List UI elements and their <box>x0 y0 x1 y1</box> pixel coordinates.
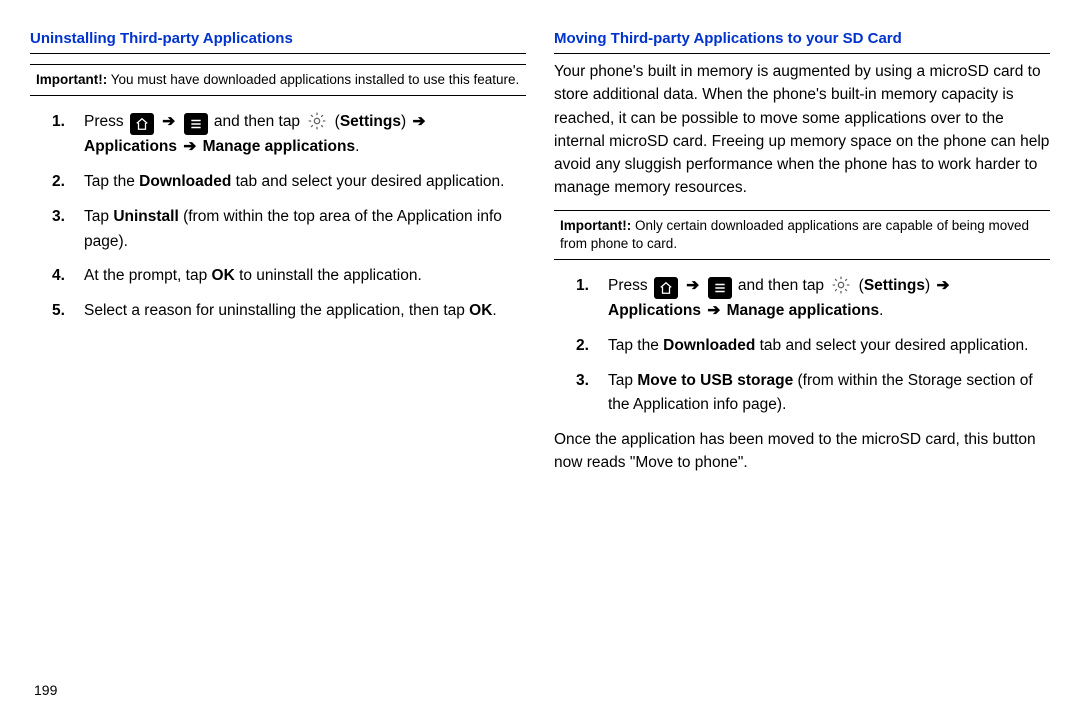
text: Tap the <box>84 173 139 190</box>
step-2: Tap the Downloaded tab and select your d… <box>554 334 1050 359</box>
step-1: Press ➔ and then tap (Settings) ➔ Applic… <box>554 274 1050 324</box>
ok-label: OK <box>469 302 492 319</box>
manage-label: Manage applications <box>198 138 355 155</box>
gear-icon <box>830 274 852 296</box>
ok-label: OK <box>212 267 235 284</box>
text: ) <box>925 277 934 294</box>
downloaded-label: Downloaded <box>663 337 755 354</box>
text: Press <box>608 277 652 294</box>
move-usb-label: Move to USB storage <box>637 372 793 389</box>
text: Tap <box>84 208 113 225</box>
arrow-icon: ➔ <box>936 277 949 294</box>
right-outro: Once the application has been moved to t… <box>554 428 1050 475</box>
text: and then tap <box>210 113 305 130</box>
right-heading: Moving Third-party Applications to your … <box>554 30 1050 54</box>
step-1: Press ➔ and then tap (Settings) ➔ Applic… <box>30 110 526 160</box>
apps-label: Applications <box>608 302 705 319</box>
manage-label: Manage applications <box>722 302 879 319</box>
right-intro: Your phone's built in memory is augmente… <box>554 60 1050 200</box>
text: At the prompt, tap <box>84 267 212 284</box>
text: tab and select your desired application. <box>755 337 1028 354</box>
arrow-icon: ➔ <box>412 113 425 130</box>
right-column: Moving Third-party Applications to your … <box>554 30 1050 710</box>
important-text: Only certain downloaded applications are… <box>560 218 1029 251</box>
step-2: Tap the Downloaded tab and select your d… <box>30 170 526 195</box>
left-column: Uninstalling Third-party Applications Im… <box>30 30 526 710</box>
important-label: Important!: <box>36 72 107 87</box>
important-label: Important!: <box>560 218 631 233</box>
right-steps: Press ➔ and then tap (Settings) ➔ Applic… <box>554 274 1050 418</box>
arrow-icon: ➔ <box>183 138 196 155</box>
text: and then tap <box>734 277 829 294</box>
text: to uninstall the application. <box>235 267 422 284</box>
text: Tap the <box>608 337 663 354</box>
arrow-icon: ➔ <box>707 302 720 319</box>
text: Tap <box>608 372 637 389</box>
gear-icon <box>306 110 328 132</box>
page-number: 199 <box>34 682 57 698</box>
left-steps: Press ➔ and then tap (Settings) ➔ Applic… <box>30 110 526 324</box>
home-icon <box>130 113 154 135</box>
step-5: Select a reason for uninstalling the app… <box>30 299 526 324</box>
text: ) <box>401 113 410 130</box>
settings-label: Settings <box>864 277 925 294</box>
menu-icon <box>184 113 208 135</box>
text: tab and select your desired application. <box>231 173 504 190</box>
apps-label: Applications <box>84 138 181 155</box>
arrow-icon: ➔ <box>162 113 175 130</box>
settings-label: Settings <box>340 113 401 130</box>
step-3: Tap Uninstall (from within the top area … <box>30 205 526 255</box>
text: Press <box>84 113 128 130</box>
step-3: Tap Move to USB storage (from within the… <box>554 369 1050 419</box>
arrow-icon: ➔ <box>686 277 699 294</box>
text: . <box>879 302 883 319</box>
left-important-box: Important!: You must have downloaded app… <box>30 64 526 96</box>
home-icon <box>654 277 678 299</box>
text: Select a reason for uninstalling the app… <box>84 302 469 319</box>
text: ( <box>854 277 863 294</box>
page: Uninstalling Third-party Applications Im… <box>0 0 1080 720</box>
text: . <box>355 138 359 155</box>
important-text: You must have downloaded applications in… <box>107 72 519 87</box>
step-4: At the prompt, tap OK to uninstall the a… <box>30 264 526 289</box>
menu-icon <box>708 277 732 299</box>
uninstall-label: Uninstall <box>113 208 178 225</box>
text: ( <box>330 113 339 130</box>
right-important-box: Important!: Only certain downloaded appl… <box>554 210 1050 260</box>
downloaded-label: Downloaded <box>139 173 231 190</box>
text: . <box>492 302 496 319</box>
left-heading: Uninstalling Third-party Applications <box>30 30 526 54</box>
